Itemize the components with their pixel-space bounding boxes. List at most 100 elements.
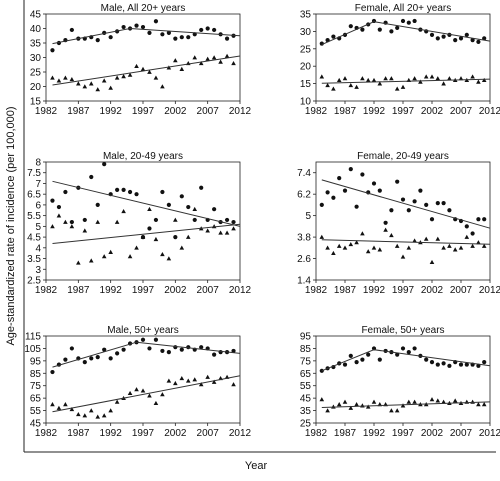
y-tick-label: 55 xyxy=(30,406,42,417)
x-tick-label: 1992 xyxy=(363,428,386,439)
circle-point xyxy=(134,23,139,28)
y-tick-label: 5 xyxy=(35,222,41,233)
circle-point xyxy=(470,231,475,236)
triangle-point xyxy=(481,243,487,248)
circle-point xyxy=(63,189,68,195)
x-tick-label: 1987 xyxy=(67,428,90,439)
triangle-point xyxy=(331,250,336,256)
circle-point xyxy=(160,348,165,354)
triangle-point xyxy=(435,236,441,241)
chart-panel-3: Male, 20-49 years 1982 1987 1992 1997 2002 200… xyxy=(27,151,251,296)
panel-title: Male, All 20+ years xyxy=(101,3,186,14)
circle-point xyxy=(69,346,74,351)
triangle-point xyxy=(319,397,325,402)
circle-point xyxy=(354,360,359,365)
y-tick-label: 30 xyxy=(30,53,42,64)
triangle-point xyxy=(88,81,94,86)
triangle-point xyxy=(56,405,62,410)
circle-point xyxy=(173,234,178,240)
circle-point xyxy=(418,188,423,193)
triangle-point xyxy=(134,63,139,69)
x-tick-label: 1997 xyxy=(392,106,415,117)
triangle-point xyxy=(153,400,159,405)
circle-point xyxy=(400,18,406,24)
x-tick-label: 2002 xyxy=(164,106,187,117)
y-tick-label: 1.4 xyxy=(297,276,311,287)
triangle-point xyxy=(348,241,354,247)
x-tick-label: 1992 xyxy=(363,106,386,117)
x-tick-label: 2007 xyxy=(450,285,473,296)
triangle-point xyxy=(412,238,417,243)
triangle-point xyxy=(458,76,464,81)
circle-point xyxy=(95,38,100,43)
triangle-point xyxy=(140,234,146,239)
circle-point xyxy=(464,362,469,367)
triangle-point xyxy=(134,245,139,250)
circle-point xyxy=(179,35,184,40)
triangle-point xyxy=(173,380,178,386)
x-tick-label: 1997 xyxy=(132,106,155,117)
triangle-point xyxy=(198,382,204,387)
x-tick-label: 2012 xyxy=(479,106,500,117)
y-tick-label: 40 xyxy=(30,24,42,35)
circle-point xyxy=(441,201,446,206)
triangle-point xyxy=(389,233,394,238)
circle-point xyxy=(147,346,152,351)
triangle-point xyxy=(63,219,68,224)
circle-point xyxy=(212,27,217,33)
triangle-point xyxy=(114,399,120,404)
x-tick-label: 2012 xyxy=(229,106,252,117)
plot-frame xyxy=(45,335,241,424)
triangle-point xyxy=(95,219,101,224)
circle-point xyxy=(464,224,469,229)
triangle-point xyxy=(192,377,198,382)
circle-point xyxy=(377,357,382,362)
circle-point xyxy=(406,208,411,213)
triangle-point xyxy=(205,228,210,233)
circle-point xyxy=(160,189,165,195)
triangle-point xyxy=(147,393,152,398)
circle-point xyxy=(56,204,62,210)
circle-point xyxy=(69,219,74,225)
circle-point xyxy=(199,345,204,350)
y-tick-label: 35 xyxy=(300,406,312,417)
circle-point xyxy=(412,199,417,204)
circle-point xyxy=(50,369,55,375)
triangle-point xyxy=(325,245,330,250)
circle-point xyxy=(412,346,417,351)
circle-point xyxy=(115,351,120,356)
triangle-point xyxy=(95,414,101,419)
panel-title: Female, All 20+ years xyxy=(355,3,451,14)
triangle-point xyxy=(441,245,446,250)
circle-point xyxy=(395,179,400,184)
chart-panel-2: Female, All 20+ years 1982 1987 1992 1997 200… xyxy=(300,3,500,117)
circle-point xyxy=(342,188,348,193)
circle-point xyxy=(360,172,365,177)
circle-point xyxy=(470,38,475,43)
circle-point xyxy=(482,217,487,222)
y-tick-label: 8 xyxy=(35,158,41,169)
circle-point xyxy=(108,35,113,40)
triangle-point xyxy=(88,408,94,413)
triangle-point xyxy=(470,74,475,79)
triangle-point xyxy=(185,378,191,383)
triangle-point xyxy=(160,392,165,397)
circle-point xyxy=(360,27,365,32)
circle-point xyxy=(231,348,236,354)
circle-point xyxy=(50,198,55,203)
circle-point xyxy=(153,337,159,342)
triangle-point xyxy=(429,397,435,402)
circle-point xyxy=(127,189,133,195)
circle-point xyxy=(63,357,68,362)
triangle-point xyxy=(383,227,388,232)
circle-point xyxy=(224,36,230,41)
triangle-point xyxy=(160,251,165,257)
y-tick-label: 7.4 xyxy=(297,168,311,179)
triangle-point xyxy=(101,254,107,259)
y-tick-label: 35 xyxy=(30,39,42,50)
panels: Male, All 20+ years 1982 1987 1992 1997 2002 2… xyxy=(24,3,500,439)
triangle-point xyxy=(342,399,348,404)
circle-point xyxy=(458,362,464,367)
triangle-point xyxy=(166,256,172,261)
triangle-point xyxy=(218,59,223,64)
